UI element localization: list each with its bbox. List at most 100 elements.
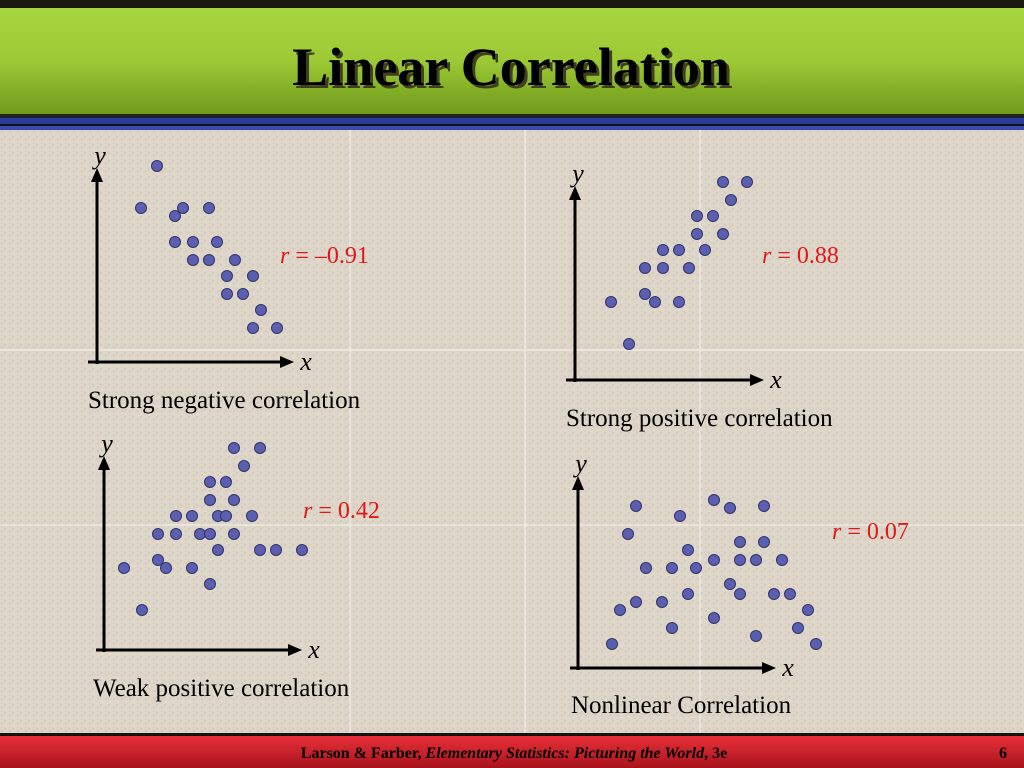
scatter-point — [640, 562, 652, 574]
scatter-point — [247, 322, 259, 334]
scatter-point — [666, 562, 678, 574]
scatter-point — [750, 630, 762, 642]
annotation-symbol: r — [280, 243, 290, 269]
scatter-point — [657, 244, 669, 256]
title-bar — [0, 8, 1024, 114]
scatter-point — [221, 288, 233, 300]
scatter-point — [666, 622, 678, 634]
x-axis-label: x — [781, 653, 794, 682]
scatter-point — [768, 588, 780, 600]
blue-stripe — [0, 118, 1024, 124]
scatter-point — [734, 554, 746, 566]
annotation-symbol: r — [832, 519, 842, 545]
annotation-symbol: r — [762, 243, 772, 269]
scatter-point — [187, 236, 199, 248]
scatter-point — [186, 510, 198, 522]
scatter-point — [682, 588, 694, 600]
y-axis-label: y — [572, 449, 587, 478]
scatter-point — [170, 528, 182, 540]
scatter-point — [238, 460, 250, 472]
scatter-point — [649, 296, 661, 308]
scatter-chart: y x Weak positive correlation r = 0.42 — [93, 429, 380, 702]
scatter-point — [247, 270, 259, 282]
scatter-point — [758, 536, 770, 548]
scatter-point — [152, 528, 164, 540]
scatter-point — [758, 500, 770, 512]
x-axis-arrow — [762, 662, 776, 674]
y-axis-arrow — [572, 476, 584, 490]
scatter-point — [187, 254, 199, 266]
x-axis-arrow — [280, 356, 294, 368]
x-axis-label: x — [299, 347, 312, 376]
scatter-point — [656, 596, 668, 608]
chart-caption: Strong negative correlation — [88, 387, 361, 414]
x-axis-label: x — [769, 365, 782, 394]
x-axis-arrow — [750, 374, 764, 386]
scatter-point — [725, 194, 737, 206]
correlation-annotation: r = 0.88 — [762, 243, 839, 269]
page-number: 6 — [999, 745, 1007, 762]
scatter-point — [717, 228, 729, 240]
footer-book: Elementary Statistics: Picturing the Wor… — [425, 745, 706, 762]
scatter-point — [691, 228, 703, 240]
scatter-point — [639, 288, 651, 300]
scatter-point — [623, 338, 635, 350]
annotation-value: = 0.42 — [312, 498, 380, 524]
footer-citation: Larson & Farber, Elementary Statistics: … — [301, 745, 727, 762]
scatter-point — [136, 604, 148, 616]
scatter-point — [229, 254, 241, 266]
scatter-point — [810, 638, 822, 650]
scatter-point — [630, 500, 642, 512]
scatter-point — [776, 554, 788, 566]
scatter-point — [237, 288, 249, 300]
annotation-symbol: r — [303, 498, 313, 524]
scatter-point — [614, 604, 626, 616]
annotation-value: = –0.91 — [289, 243, 369, 269]
scatter-chart: y x Nonlinear Correlation r = 0.07 — [570, 449, 909, 719]
scatter-point — [254, 544, 266, 556]
scatter-point — [690, 562, 702, 574]
blue-stripe — [0, 126, 1024, 130]
scatter-point — [228, 494, 240, 506]
scatter-point — [169, 236, 181, 248]
scatter-point — [271, 322, 283, 334]
scatter-point — [674, 510, 686, 522]
correlation-annotation: r = 0.07 — [832, 519, 909, 545]
footer-edition: , 3e — [704, 745, 727, 762]
scatter-point — [724, 578, 736, 590]
scatter-point — [151, 160, 163, 172]
scatter-point — [691, 210, 703, 222]
scatter-point — [203, 254, 215, 266]
scatter-point — [221, 270, 233, 282]
scatter-chart: y x Strong negative correlation r = –0.91 — [88, 141, 369, 414]
x-axis-label: x — [307, 635, 320, 664]
chart-caption: Nonlinear Correlation — [571, 692, 792, 719]
scatter-point — [682, 544, 694, 556]
y-axis-label: y — [91, 141, 106, 170]
scatter-chart: y x Strong positive correlation r = 0.88 — [566, 159, 839, 432]
scatter-point — [204, 494, 216, 506]
scatter-point — [699, 244, 711, 256]
scatter-point — [220, 476, 232, 488]
scatter-point — [734, 536, 746, 548]
title-shadow: Linear Correlation — [295, 40, 732, 100]
y-axis-arrow — [98, 456, 110, 470]
scatter-point — [673, 244, 685, 256]
scatter-point — [228, 528, 240, 540]
scatter-point — [204, 528, 216, 540]
scatter-point — [708, 494, 720, 506]
scatter-point — [683, 262, 695, 274]
annotation-value: = 0.07 — [841, 519, 909, 545]
scatter-point — [169, 210, 181, 222]
scatter-point — [792, 622, 804, 634]
scatter-point — [211, 236, 223, 248]
scatter-point — [204, 476, 216, 488]
scatter-point — [160, 562, 172, 574]
scatter-point — [228, 442, 240, 454]
scatter-point — [135, 202, 147, 214]
scatter-point — [673, 296, 685, 308]
stripe-rule — [0, 124, 1024, 126]
scatter-point — [255, 304, 267, 316]
scatter-point — [212, 544, 224, 556]
scatter-point — [622, 528, 634, 540]
